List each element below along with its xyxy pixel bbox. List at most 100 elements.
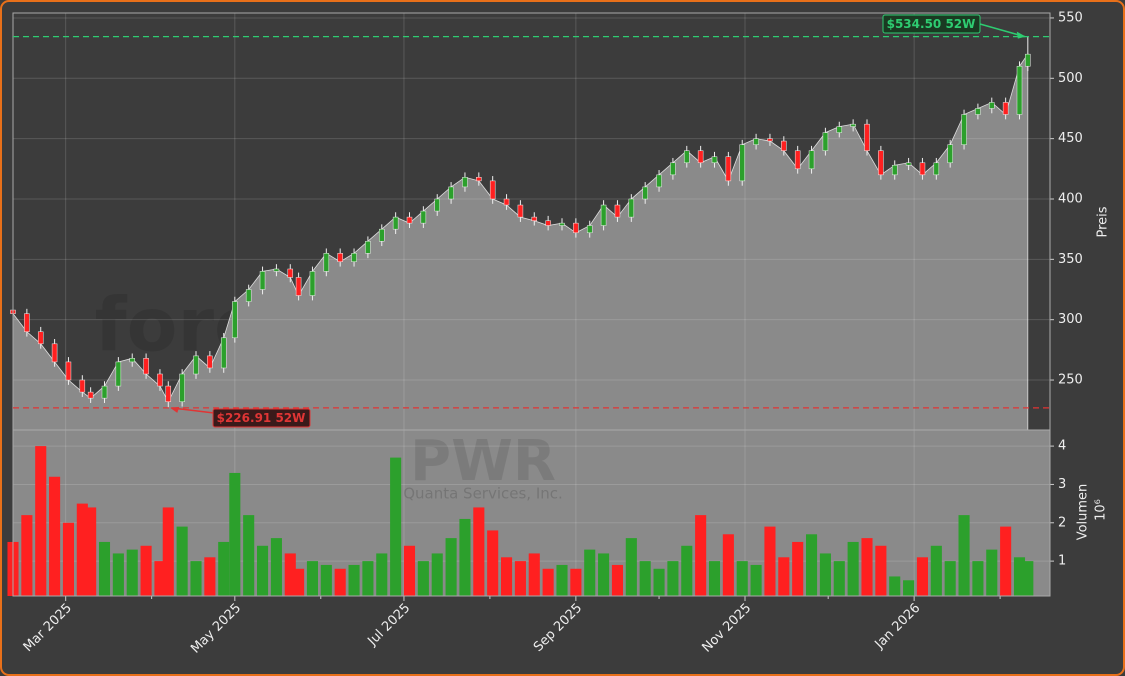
volume-bar — [695, 515, 707, 596]
y-tick-label: 500 — [1058, 71, 1083, 86]
watermark-ticker: PWR — [410, 429, 556, 494]
candle-body — [207, 355, 213, 369]
y-tick-label: 250 — [1058, 373, 1083, 388]
candle-body — [434, 198, 440, 212]
candle-body — [309, 271, 316, 296]
volume-bar — [806, 534, 818, 596]
candle-body — [24, 313, 30, 333]
candle-body — [273, 268, 280, 272]
candle-body — [850, 123, 856, 127]
candle-body — [323, 253, 330, 272]
high-label-box — [882, 14, 981, 34]
volume-bar — [62, 522, 74, 596]
volume-bar — [653, 568, 665, 596]
volume-bar — [944, 561, 956, 596]
volume-bar — [708, 561, 721, 596]
candle-body — [559, 222, 565, 226]
candle-body — [975, 108, 981, 115]
candle-body — [753, 138, 759, 145]
candle-body — [220, 337, 227, 369]
volume-bar — [598, 553, 610, 596]
candle-body — [179, 373, 185, 403]
candle-body — [143, 358, 149, 375]
volume-bar — [140, 545, 152, 596]
y-tick-label: 300 — [1058, 312, 1083, 327]
candle-body — [545, 220, 551, 226]
volume-bar — [889, 576, 901, 596]
volume-bar — [930, 545, 942, 596]
candle-body — [642, 186, 648, 200]
volume-bar — [487, 530, 499, 596]
volume-bar — [49, 476, 61, 596]
candle-body — [711, 156, 718, 164]
candle-body — [1002, 102, 1009, 115]
volume-bar — [1013, 557, 1026, 596]
candle-body — [891, 164, 898, 176]
volume-bar — [528, 553, 540, 596]
candle-body — [51, 343, 58, 363]
volume-bar — [625, 538, 637, 596]
y2-tick-label: 3 — [1058, 477, 1066, 492]
volume-bar — [764, 526, 776, 596]
low-label: $226.91 52W — [217, 411, 306, 425]
candle-body — [101, 385, 108, 399]
candle-body — [245, 289, 252, 302]
candle-body — [905, 162, 912, 166]
volume-bar — [722, 534, 734, 596]
low-arrowhead — [170, 406, 180, 413]
volume-bar — [21, 515, 33, 596]
candle-body — [989, 102, 995, 109]
y-axis-label: Preis — [1096, 206, 1111, 237]
volume-bar — [204, 557, 216, 596]
volume-bar — [362, 561, 374, 596]
volume-bar — [459, 518, 471, 596]
volume-bar — [736, 561, 748, 596]
candle-body — [933, 162, 940, 176]
volume-bar — [320, 564, 332, 596]
volume-bar — [176, 526, 188, 596]
volume-bar — [284, 553, 296, 596]
volume-bar — [112, 553, 124, 596]
candle-body — [365, 240, 371, 254]
candle-body — [392, 216, 399, 230]
volume-bar — [667, 561, 679, 596]
volume-bar — [903, 580, 915, 596]
candle-body — [961, 114, 967, 145]
volume-bar — [584, 549, 596, 596]
candle-body — [448, 186, 454, 200]
volume-bar — [681, 545, 693, 596]
volume-bar — [778, 557, 790, 596]
y2-axis-label: Volumen — [1076, 484, 1091, 541]
candle-body — [781, 140, 787, 151]
candle-body — [287, 268, 294, 278]
volume-bar — [243, 515, 255, 596]
candle-body — [670, 162, 676, 176]
volume-bar — [570, 568, 582, 596]
candle-body — [739, 144, 745, 182]
volume-bar — [334, 568, 346, 596]
volume-bar — [76, 503, 88, 596]
candle-body — [406, 216, 413, 224]
candle-body — [767, 138, 773, 142]
candle-body — [684, 150, 690, 164]
volume-bar — [126, 549, 138, 596]
candle-body — [337, 253, 343, 263]
volume-bar — [218, 541, 230, 596]
volume-bar — [376, 553, 388, 596]
volume-bar — [501, 557, 513, 596]
volume-bar — [750, 564, 762, 596]
candle-body — [295, 277, 302, 296]
high-label: $534.50 52W — [887, 17, 976, 31]
candle-body — [614, 204, 621, 218]
candle-body — [79, 379, 86, 393]
y2-tick-label: 4 — [1058, 439, 1066, 454]
volume-bar — [445, 538, 457, 596]
volume-bar — [98, 541, 111, 596]
candle-body — [573, 222, 579, 234]
volume-bar — [639, 561, 651, 596]
volume-bar — [390, 457, 402, 596]
volume-bar — [403, 545, 416, 596]
volume-bar — [417, 561, 429, 596]
candle-body — [476, 177, 482, 182]
